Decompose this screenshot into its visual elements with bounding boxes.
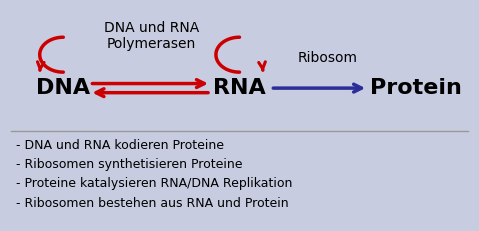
- Text: DNA und RNA
Polymerasen: DNA und RNA Polymerasen: [104, 21, 199, 51]
- Text: - Proteine katalysieren RNA/DNA Replikation: - Proteine katalysieren RNA/DNA Replikat…: [16, 177, 292, 191]
- Text: Protein: Protein: [370, 78, 462, 98]
- Text: RNA: RNA: [213, 78, 266, 98]
- Text: - Ribosomen bestehen aus RNA und Protein: - Ribosomen bestehen aus RNA und Protein: [16, 197, 288, 210]
- Text: Ribosom: Ribosom: [297, 52, 358, 65]
- Text: DNA: DNA: [36, 78, 91, 98]
- Text: - Ribosomen synthetisieren Proteine: - Ribosomen synthetisieren Proteine: [16, 158, 242, 171]
- Text: - DNA und RNA kodieren Proteine: - DNA und RNA kodieren Proteine: [16, 139, 224, 152]
